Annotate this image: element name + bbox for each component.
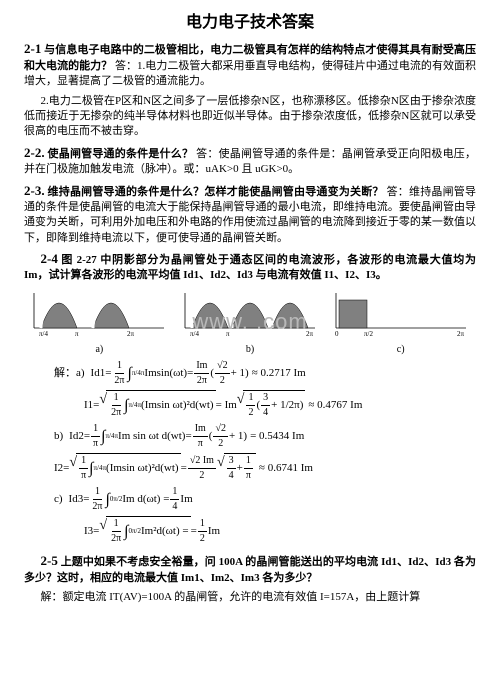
q21-num: 2-1	[24, 41, 41, 56]
id3-mid: Im d(ωt) =	[122, 492, 169, 507]
page-title: 电力电子技术答案	[24, 12, 476, 34]
wave-c: 0 π/2 2π c)	[325, 288, 476, 357]
q24-num: 2-4	[41, 251, 58, 266]
sol-b-i2: I2= 1π ∫π/4π (Imsin ωt)²d(wt) = √2 Im2 3…	[54, 453, 476, 483]
i3-mid: Im²d(ωt) =	[141, 524, 189, 539]
q22: 2-2. 使晶闸管导通的条件是什么？ 答：使晶闸管导通的条件是：晶闸管承受正向阳…	[24, 144, 476, 178]
wave-a: π/4 π 2π a)	[24, 288, 175, 357]
i1-lhs: I1=	[84, 398, 99, 413]
sol-c-i3: I3= 12π ∫0π/2 Im²d(ωt) = = 12 Im	[84, 516, 476, 546]
svg-text:0: 0	[335, 330, 339, 338]
id2-lhs: Id2=	[69, 429, 90, 444]
svg-text:2π: 2π	[306, 330, 314, 338]
q23-prompt: 维持晶闸管导通的条件是什么？怎样才能使晶闸管由导通变为关断？	[48, 186, 384, 198]
waveform-figure: www. .com π/4 π 2π a)	[24, 288, 476, 357]
svg-text:π/2: π/2	[364, 330, 373, 338]
i1-approx: ≈ 0.4767 Im	[308, 398, 362, 413]
id2-approx: = 0.5434 Im	[250, 429, 304, 444]
svg-text:2π: 2π	[457, 330, 465, 338]
id1-tail: + 1)	[231, 366, 249, 381]
sol-b-id2: b) Id2= 1π ∫π/4π Im sin ωt d(wt) = Imπ (…	[54, 422, 476, 451]
q21: 2-1 与信息电子电路中的二极管相比，电力二极管具有怎样的结构特点才使得其具有耐…	[24, 40, 476, 89]
i3-im: Im	[208, 524, 220, 539]
svg-text:π/4: π/4	[39, 330, 48, 338]
i1-integrand: (Imsin ωt)²d(wt)	[141, 398, 214, 413]
svg-text:π: π	[75, 330, 79, 338]
sol-c-id3: c) Id3= 12π ∫0π/2 Im d(ωt) = 14 Im	[54, 485, 476, 514]
wave-c-label: c)	[325, 343, 476, 357]
id3-lhs: Id3=	[69, 492, 90, 507]
q23: 2-3. 维持晶闸管导通的条件是什么？怎样才能使晶闸管由导通变为关断？ 答：维持…	[24, 182, 476, 247]
sol-a-id1: 解：a) Id1= 12π ∫π/4π Imsin(ωt) = Im2π (√2…	[54, 359, 476, 388]
q21-ans2: 2.电力二极管在P区和N区之间多了一层低掺杂N区，也称漂移区。低掺杂N区由于掺杂…	[24, 94, 476, 140]
q22-num: 2-2.	[24, 145, 45, 160]
sol-lead-a: 解：a)	[54, 366, 85, 381]
q25: 2-5 上题中如果不考虑安全裕量，问 100A 的晶闸管能送出的平均电流 Id1…	[24, 552, 476, 586]
wave-a-label: a)	[24, 343, 175, 357]
q22-prompt: 使晶闸管导通的条件是什么？	[48, 148, 194, 160]
id2-integrand: Im sin ωt d(wt)	[118, 429, 185, 444]
sol-lead-b: b)	[54, 429, 63, 444]
q25-num: 2-5	[41, 553, 58, 568]
i2-lhs: I2=	[54, 461, 69, 476]
svg-text:π/4: π/4	[190, 330, 199, 338]
i3-lhs: I3=	[84, 524, 99, 539]
wave-b: π/4 π 2π b)	[175, 288, 326, 357]
id3-im: Im	[180, 492, 192, 507]
sol-lead-c: c)	[54, 492, 63, 507]
svg-text:2π: 2π	[127, 330, 135, 338]
q24-prompt: 图 2-27 中阴影部分为晶闸管处于通态区间的电流波形，各波形的电流最大值均为 …	[24, 254, 476, 281]
id2-tail: + 1)	[229, 429, 247, 444]
sol-a-i1: I1= 12π ∫π/4π (Imsin ωt)²d(wt) = Im 12 (…	[84, 390, 476, 420]
id1-lhs: Id1=	[91, 366, 112, 381]
i1-tail: + 1/2π)	[271, 398, 303, 413]
i2-approx: ≈ 0.6741 Im	[259, 461, 313, 476]
q25-ans: 解：额定电流 IT(AV)=100A 的晶闸管，允许的电流有效值 I=157A，…	[24, 590, 476, 605]
i2-integrand: (Imsin ωt)²d(wt)	[106, 461, 179, 476]
wave-b-label: b)	[175, 343, 326, 357]
svg-text:π: π	[226, 330, 230, 338]
id1-integrand: Imsin(ωt)	[144, 366, 187, 381]
q25-prompt: 上题中如果不考虑安全裕量，问 100A 的晶闸管能送出的平均电流 Id1、Id2…	[24, 556, 476, 583]
q24: 2-4 图 2-27 中阴影部分为晶闸管处于通态区间的电流波形，各波形的电流最大…	[24, 250, 476, 284]
id1-approx: ≈ 0.2717 Im	[252, 366, 306, 381]
q23-num: 2-3.	[24, 183, 45, 198]
